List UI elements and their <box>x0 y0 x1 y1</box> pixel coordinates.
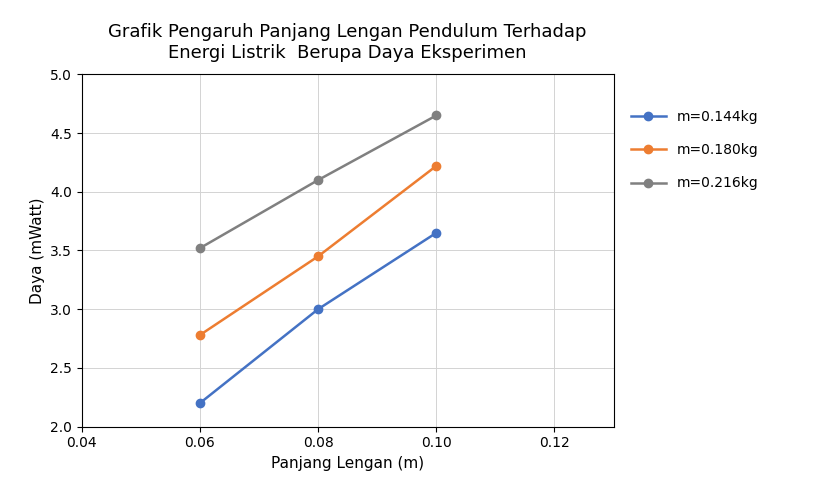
m=0.216kg <box>195 245 204 251</box>
m=0.180kg <box>195 332 204 338</box>
m=0.216kg <box>313 177 323 183</box>
Line: m=0.216kg: m=0.216kg <box>196 111 440 252</box>
m=0.180kg <box>313 253 323 259</box>
m=0.144kg <box>195 400 204 406</box>
Legend: m=0.144kg, m=0.180kg, m=0.216kg: m=0.144kg, m=0.180kg, m=0.216kg <box>631 110 758 190</box>
m=0.144kg <box>313 306 323 312</box>
Line: m=0.144kg: m=0.144kg <box>196 229 440 407</box>
m=0.216kg <box>431 113 441 119</box>
m=0.144kg <box>431 230 441 236</box>
X-axis label: Panjang Lengan (m): Panjang Lengan (m) <box>271 456 425 471</box>
m=0.180kg <box>431 163 441 169</box>
Y-axis label: Daya (mWatt): Daya (mWatt) <box>29 197 45 304</box>
Line: m=0.180kg: m=0.180kg <box>196 162 440 339</box>
Title: Grafik Pengaruh Panjang Lengan Pendulum Terhadap
Energi Listrik  Berupa Daya Eks: Grafik Pengaruh Panjang Lengan Pendulum … <box>109 23 587 62</box>
